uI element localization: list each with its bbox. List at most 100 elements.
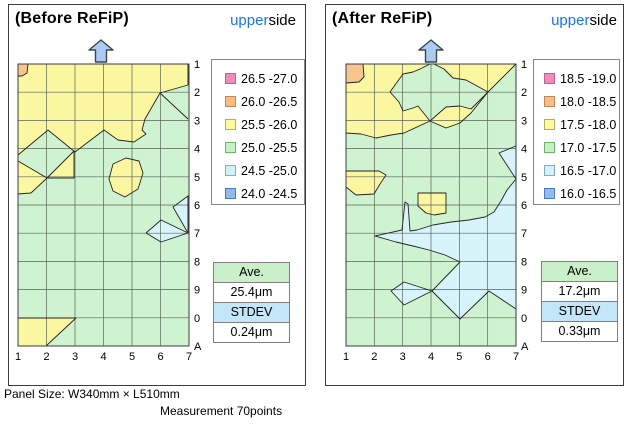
contour-plot-after: 1 2 3 4 5 6 7 8 9 0 A 1 2 3 4 5 6 7: [343, 59, 529, 363]
region-yellow-bottom-left: [18, 318, 76, 346]
stats-ave-label: Ave.: [542, 262, 617, 281]
legend-range-label: 24.5 -25.0: [241, 163, 298, 178]
region-yellow-top-right: [434, 64, 516, 92]
y-axis-label: 3: [521, 115, 527, 127]
region-cyan-main: [375, 179, 516, 319]
legend-item: 17.0 -17.5: [544, 136, 619, 159]
legend-range-label: 26.5 -27.0: [241, 71, 298, 86]
panel-title: (After ReFiP): [332, 10, 433, 27]
stats-table-before: Ave. 25.4μm STDEV 0.24μm: [213, 262, 290, 343]
legend-range-label: 17.0 -17.5: [560, 140, 617, 155]
legend-swatch-icon: [544, 119, 555, 130]
region-outline-yellow-top-band: [17, 63, 189, 156]
y-axis-label: A: [521, 341, 529, 353]
y-axis-label: 8: [521, 256, 527, 268]
region-orange-corner: [18, 64, 28, 76]
legend-range-label: 25.0 -25.5: [241, 140, 298, 155]
measurement-text: Measurement 70points: [160, 404, 283, 418]
y-axis-label: 1: [521, 59, 527, 71]
legend-swatch-icon: [225, 73, 236, 84]
plot-border: [345, 63, 517, 347]
legend-item: 16.5 -17.0: [544, 159, 619, 182]
legend-item: 18.0 -18.5: [544, 90, 619, 113]
y-axis-label: 6: [521, 200, 527, 212]
legend-after: 18.5 -19.0 18.0 -18.5 17.5 -18.0 17.0 -17.5…: [533, 59, 620, 205]
surface-label-side: side: [268, 12, 296, 29]
legend-before: 26.5 -27.0 26.0 -26.5 25.5 -26.0 25.0 -25.5…: [211, 59, 305, 205]
legend-item: 25.5 -26.0: [225, 113, 304, 136]
legend-item: 17.5 -18.0: [544, 113, 619, 136]
legend-swatch-icon: [544, 165, 555, 176]
stats-table-after: Ave. 17.2μm STDEV 0.33μm: [541, 261, 618, 342]
legend-range-label: 24.0 -24.5: [241, 186, 298, 201]
x-axis-label: 2: [43, 351, 49, 363]
stats-ave-value: 17.2μm: [542, 281, 617, 301]
region-outline-cyan-diamond: [145, 219, 189, 243]
y-axis-label: 7: [194, 228, 200, 240]
x-axis-label: 1: [343, 351, 349, 363]
stats-ave-label: Ave.: [214, 263, 289, 282]
region-yellow-left-wedge: [18, 161, 47, 194]
plot-border: [17, 63, 190, 347]
region-outline-cyan-right-triangle: [172, 195, 189, 234]
y-axis-label: 5: [194, 172, 200, 184]
legend-range-label: 25.5 -26.0: [241, 117, 298, 132]
x-axis-label: 3: [400, 351, 406, 363]
legend-range-label: 16.0 -16.5: [560, 186, 617, 201]
legend-range-label: 18.5 -19.0: [560, 71, 617, 86]
region-yellow-center-blob: [109, 158, 143, 197]
region-yellow-top-band: [18, 64, 188, 155]
region-yellow-top-left: [346, 64, 430, 138]
legend-range-label: 17.5 -18.0: [560, 117, 617, 132]
y-axis-label: 9: [194, 285, 200, 297]
legend-swatch-icon: [544, 96, 555, 107]
up-arrow-icon: [418, 39, 444, 63]
region-outline-yellow-center-blob: [417, 192, 447, 216]
x-axis-label: 2: [371, 351, 377, 363]
stats-stdev-value: 0.33μm: [542, 321, 617, 341]
y-axis-label: 2: [194, 87, 200, 99]
legend-range-label: 16.5 -17.0: [560, 163, 617, 178]
legend-swatch-icon: [225, 96, 236, 107]
y-axis-label: A: [194, 341, 202, 353]
x-axis-label: 7: [186, 351, 192, 363]
stats-stdev-value: 0.24μm: [214, 322, 289, 342]
legend-range-label: 18.0 -18.5: [560, 94, 617, 109]
x-axis-label: 6: [485, 351, 491, 363]
stats-ave-value: 25.4μm: [214, 282, 289, 302]
region-outline-yellow-left-blob: [345, 170, 387, 196]
x-axis-label: 7: [513, 351, 519, 363]
y-axis-label: 0: [194, 313, 200, 325]
x-axis-label: 1: [15, 351, 21, 363]
y-axis-label: 6: [194, 200, 200, 212]
stats-stdev-label: STDEV: [214, 302, 289, 322]
y-axis-label: 1: [194, 59, 200, 71]
legend-item: 24.5 -25.0: [225, 159, 304, 182]
stats-stdev-label: STDEV: [542, 301, 617, 321]
region-outline-cyan-diamond: [390, 281, 433, 306]
surface-label: upperside: [230, 12, 296, 29]
legend-range-label: 26.0 -26.5: [241, 94, 298, 109]
legend-item: 25.0 -25.5: [225, 136, 304, 159]
legend-item: 26.0 -26.5: [225, 90, 304, 113]
legend-swatch-icon: [225, 142, 236, 153]
y-axis-label: 2: [521, 87, 527, 99]
region-outline-yellow-cell-triangle: [46, 150, 75, 179]
y-axis-label: 5: [521, 172, 527, 184]
panel-size-text: Panel Size: W340mm × L510mm: [4, 387, 180, 401]
y-axis-label: 8: [194, 256, 200, 268]
surface-label: upperside: [551, 12, 617, 29]
contour-line: [159, 92, 189, 120]
legend-swatch-icon: [544, 73, 555, 84]
contour-plot-before: 1 2 3 4 5 6 7 8 9 0 A 1 2 3 4 5 6 7: [15, 59, 202, 363]
panel-before: (Before ReFiP) upperside 1 2 3 4 5 6 7 8 9 0 A 1 2 3 4…: [8, 4, 306, 386]
legend-item: 18.5 -19.0: [544, 67, 619, 90]
legend-item: 26.5 -27.0: [225, 67, 304, 90]
region-yellow-center-blob: [418, 193, 446, 215]
up-arrow-icon: [88, 39, 114, 63]
y-axis-label: 4: [521, 144, 527, 156]
region-outline-yellow-top-left: [345, 63, 431, 139]
x-axis-label: 3: [72, 351, 78, 363]
legend-swatch-icon: [544, 142, 555, 153]
